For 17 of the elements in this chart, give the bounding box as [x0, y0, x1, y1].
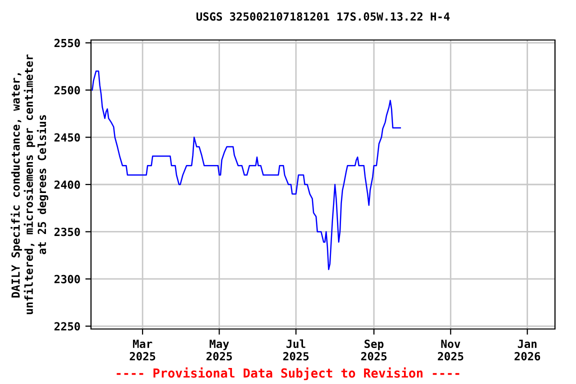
y-tick-label: 2550	[54, 38, 80, 48]
x-tick-label: May 2025	[206, 340, 232, 360]
y-tick-label: 2350	[54, 228, 80, 236]
line-series	[92, 70, 401, 270]
x-tick-label: Nov 2025	[438, 340, 464, 360]
x-tick-label: Jul 2025	[283, 339, 309, 360]
x-tick-label: Mar 2025	[130, 340, 156, 360]
y-tick-label: 2250	[54, 322, 80, 331]
text: ---- Provisional Data Subject to Revision ----	[116, 367, 460, 380]
y-tick-label: 2400	[54, 180, 80, 189]
x-tick-label: Jan 2026	[514, 340, 540, 360]
chart-title: USGS 325002107181201 17S.05W.13.22 H-4	[196, 12, 450, 21]
y-tick-label: 2300	[54, 274, 80, 284]
x-tick-label: Sep 2025	[361, 340, 387, 360]
y-axis-title: DAILY Specific conductance, water, unfiltered, microsiemens per centimeter at 25 degrees Celsius	[10, 54, 48, 314]
y-tick-label: 2500	[54, 86, 80, 94]
y-tick-label: 2450	[54, 133, 80, 142]
